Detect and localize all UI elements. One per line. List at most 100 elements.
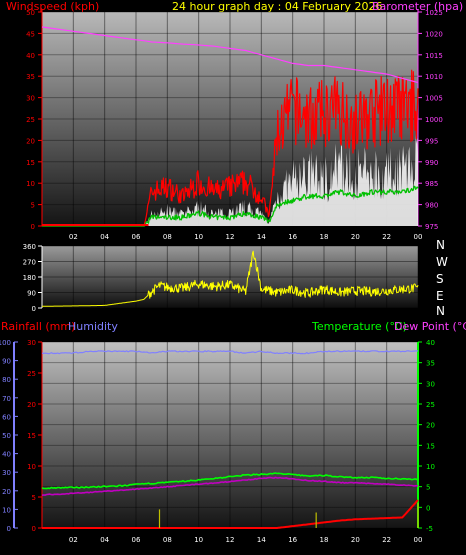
x-tick-label: 04 xyxy=(100,536,109,544)
temperature-tick-label: 40 xyxy=(426,339,435,347)
humidity-tick-label: 30 xyxy=(2,469,11,477)
barometer-line xyxy=(41,26,419,84)
x-tick-label: 02 xyxy=(69,233,78,241)
temperature-tick-label: 30 xyxy=(426,380,435,388)
direction-tick-label: 180 xyxy=(23,274,36,282)
temperature-tick-label: 10 xyxy=(426,463,435,471)
compass-east: E xyxy=(436,289,444,303)
x-tick-label: 18 xyxy=(320,233,329,241)
x-tick-label: 12 xyxy=(226,536,235,544)
wind-tick-label: 40 xyxy=(26,52,35,60)
wind-tick-label: 25 xyxy=(26,116,35,124)
rain-plot-background xyxy=(42,342,418,528)
x-tick-label: 22 xyxy=(382,536,391,544)
x-tick-label: 06 xyxy=(132,536,141,544)
humidity-axis-label: Humidity xyxy=(68,320,118,333)
rain-tick-label: 20 xyxy=(27,401,36,409)
barometer-tick-label: 1000 xyxy=(425,116,443,124)
humidity-tick-label: 90 xyxy=(2,358,11,366)
rain-tick-label: 5 xyxy=(32,494,36,502)
temperature-tick-label: 35 xyxy=(426,360,435,368)
wind-tick-label: 10 xyxy=(26,180,35,188)
barometer-tick-label: 1020 xyxy=(425,30,443,38)
barometer-tick-label: 985 xyxy=(425,180,438,188)
wind-direction-line xyxy=(42,250,419,307)
direction-tick-label: 0 xyxy=(32,305,36,313)
dewpoint-line xyxy=(41,476,419,496)
direction-plot-background xyxy=(42,246,418,308)
wind-tick-label: 20 xyxy=(26,137,35,145)
barometer-tick-label: 1025 xyxy=(425,9,443,17)
wind-barometer-chart: 0510152025303540455097598098599099510001… xyxy=(26,9,443,241)
wind-tick-label: 5 xyxy=(31,202,35,210)
wind-tick-label: 30 xyxy=(26,95,35,103)
direction-tick-label: 270 xyxy=(23,259,36,267)
wind-tick-label: 35 xyxy=(26,73,35,81)
x-tick-label: 12 xyxy=(226,233,235,241)
barometer-tick-label: 975 xyxy=(425,223,438,231)
rain-tick-label: 30 xyxy=(27,339,36,347)
x-tick-label: 08 xyxy=(163,233,172,241)
wind-tick-label: 15 xyxy=(26,159,35,167)
x-tick-label: 08 xyxy=(163,536,172,544)
rain-tick-label: 15 xyxy=(27,432,36,440)
humidity-tick-label: 100 xyxy=(0,339,11,347)
wind-direction-chart: 0 90 180 270 360 xyxy=(23,243,419,313)
x-tick-label: 16 xyxy=(288,536,297,544)
temperature-tick-label: 0 xyxy=(426,504,430,512)
temperature-axis-label: Temperature (°C) xyxy=(312,320,407,333)
compass-north-top: N xyxy=(436,238,445,252)
temperature-tick-label: 20 xyxy=(426,422,435,430)
wind-tick-label: 50 xyxy=(26,9,35,17)
humidity-tick-label: 60 xyxy=(2,413,11,421)
humidity-tick-label: 50 xyxy=(2,432,11,440)
x-tick-label: 14 xyxy=(257,536,266,544)
x-tick-label: 20 xyxy=(351,233,360,241)
humidity-tick-label: 0 xyxy=(7,525,11,533)
x-tick-label: 16 xyxy=(288,233,297,241)
wind-tick-label: 0 xyxy=(31,223,35,231)
x-tick-label: 18 xyxy=(320,536,329,544)
compass-west: W xyxy=(436,255,448,269)
windspeed-axis-label: Windspeed (kph) xyxy=(6,0,100,13)
barometer-tick-label: 995 xyxy=(425,137,438,145)
humidity-tick-label: 80 xyxy=(2,376,11,384)
direction-tick-label: 360 xyxy=(23,243,36,251)
x-tick-label: 00 xyxy=(414,233,423,241)
temperature-tick-label: 15 xyxy=(426,442,435,450)
temperature-tick-label: 5 xyxy=(426,484,430,492)
temperature-line xyxy=(41,472,419,490)
wind-tick-label: 45 xyxy=(26,30,35,38)
x-tick-label: 02 xyxy=(69,536,78,544)
barometer-tick-label: 980 xyxy=(425,202,438,210)
direction-tick-label: 90 xyxy=(27,290,36,298)
rain-tick-label: 10 xyxy=(27,463,36,471)
barometer-tick-label: 1005 xyxy=(425,95,443,103)
barometer-tick-label: 1010 xyxy=(425,73,443,81)
humidity-tick-label: 10 xyxy=(2,506,11,514)
barometer-axis-label: Barometer (hpa) xyxy=(372,0,464,13)
rain-tick-label: 25 xyxy=(27,370,36,378)
rainfall-line xyxy=(42,499,419,529)
humidity-line xyxy=(41,350,419,355)
graph-title: 24 hour graph day : 04 February 2026 xyxy=(172,0,383,13)
x-tick-label: 00 xyxy=(414,536,423,544)
x-tick-label: 06 xyxy=(132,233,141,241)
humidity-tick-label: 40 xyxy=(2,451,11,459)
humidity-tick-label: 70 xyxy=(2,395,11,403)
windspeed-area xyxy=(42,133,418,226)
x-tick-label: 10 xyxy=(194,536,203,544)
barometer-tick-label: 990 xyxy=(425,159,438,167)
compass-north-bottom: N xyxy=(436,304,445,318)
humidity-tick-label: 20 xyxy=(2,488,11,496)
x-tick-label: 14 xyxy=(257,233,266,241)
rainfall-axis-label: Rainfall (mm) xyxy=(1,320,76,333)
x-tick-label: 04 xyxy=(100,233,109,241)
rain-tick-label: 0 xyxy=(32,525,36,533)
x-tick-label: 20 xyxy=(351,536,360,544)
x-tick-label: 22 xyxy=(382,233,391,241)
barometer-tick-label: 1015 xyxy=(425,52,443,60)
rain-humidity-temperature-chart: 0102030405060708090100051015202530-50510… xyxy=(0,339,435,544)
